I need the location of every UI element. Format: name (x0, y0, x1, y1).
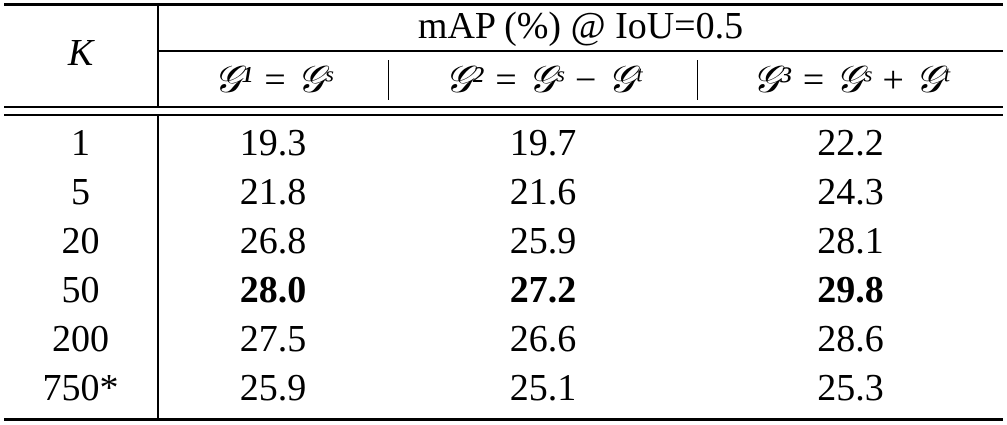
cell: 28.6 (817, 318, 884, 360)
column-header: 𝒢³ = 𝒢ˢ + 𝒢ᵗ (752, 59, 949, 101)
row-label: 200 (52, 318, 109, 360)
cell: 29.8 (817, 269, 884, 311)
column-rule (157, 4, 159, 107)
cell: 26.6 (509, 318, 577, 360)
top-rule (4, 3, 1003, 6)
cell: 25.9 (239, 367, 307, 409)
column-header: 𝒢² = 𝒢ˢ − 𝒢ᵗ (444, 59, 642, 101)
column-header: 𝒢¹ = 𝒢ˢ (213, 59, 333, 101)
group-rule (158, 50, 1003, 52)
row-label: 1 (71, 122, 90, 164)
header-rule (4, 106, 1003, 108)
cell: 25.1 (509, 367, 577, 409)
cell: 26.8 (239, 220, 307, 262)
cell: 25.9 (509, 220, 577, 262)
cell: 27.5 (239, 318, 307, 360)
row-label: 5 (71, 171, 90, 213)
cell: 25.3 (817, 367, 884, 409)
cell: 21.8 (239, 171, 307, 213)
header-rule (4, 114, 1003, 116)
cell: 21.6 (509, 171, 577, 213)
cell: 19.3 (239, 122, 307, 164)
cell: 27.2 (509, 269, 577, 311)
cell: 28.1 (817, 220, 884, 262)
group-header: mAP (%) @ IoU=0.5 (417, 5, 744, 47)
column-rule (157, 115, 159, 420)
column-rule (697, 60, 698, 100)
column-rule (388, 60, 389, 100)
cell: 24.3 (817, 171, 884, 213)
bottom-rule (4, 418, 1003, 421)
cell: 22.2 (817, 122, 884, 164)
k-header: K (67, 32, 94, 74)
row-label: 20 (61, 220, 100, 262)
row-label: 750* (42, 367, 119, 409)
cell: 19.7 (509, 122, 577, 164)
cell: 28.0 (239, 269, 307, 311)
row-label: 50 (61, 269, 100, 311)
